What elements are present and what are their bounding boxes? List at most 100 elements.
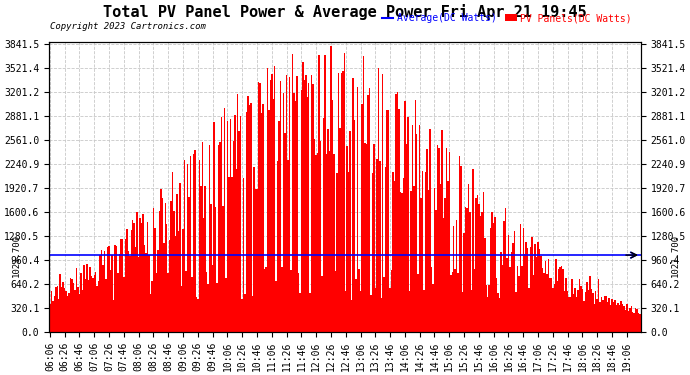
Bar xyxy=(493,223,495,332)
Bar xyxy=(337,73,339,332)
Bar xyxy=(393,172,394,332)
Bar xyxy=(152,208,154,332)
Bar xyxy=(142,214,144,332)
Bar xyxy=(231,177,233,332)
Bar xyxy=(258,82,259,332)
Bar xyxy=(407,117,408,332)
Text: 1021.700: 1021.700 xyxy=(12,234,21,277)
Bar xyxy=(600,302,601,332)
Bar xyxy=(586,282,588,332)
Bar xyxy=(326,154,327,332)
Bar xyxy=(215,207,216,332)
Bar xyxy=(564,291,565,332)
Bar xyxy=(209,146,210,332)
Bar xyxy=(117,273,119,332)
Bar xyxy=(268,110,270,332)
Bar xyxy=(478,204,480,332)
Bar xyxy=(234,116,235,332)
Bar xyxy=(604,296,605,332)
Bar xyxy=(453,226,455,332)
Bar xyxy=(66,291,67,332)
Bar xyxy=(197,299,199,332)
Bar xyxy=(593,304,595,332)
Bar xyxy=(239,130,240,332)
Bar xyxy=(277,161,279,332)
Bar xyxy=(235,169,237,332)
Bar xyxy=(98,281,99,332)
Bar xyxy=(376,159,377,332)
Bar xyxy=(170,201,172,332)
Bar xyxy=(544,261,546,332)
Bar xyxy=(468,184,469,332)
Bar xyxy=(138,257,139,332)
Bar xyxy=(524,254,526,332)
Bar xyxy=(68,293,70,332)
Bar xyxy=(633,312,635,332)
Bar xyxy=(540,256,542,332)
Bar xyxy=(119,254,120,332)
Bar xyxy=(178,231,179,332)
Bar xyxy=(451,272,453,332)
Bar xyxy=(364,143,366,332)
Bar xyxy=(502,266,503,332)
Bar xyxy=(256,189,258,332)
Bar xyxy=(575,297,578,332)
Bar xyxy=(569,297,570,332)
Bar xyxy=(464,234,465,332)
Bar xyxy=(81,290,83,332)
Bar xyxy=(157,251,159,332)
Bar xyxy=(570,297,571,332)
Bar xyxy=(226,122,228,332)
Bar xyxy=(255,189,256,332)
Bar xyxy=(322,276,323,332)
Bar xyxy=(614,300,615,332)
Bar xyxy=(94,275,95,332)
Bar xyxy=(203,218,204,332)
Bar xyxy=(487,297,489,332)
Bar xyxy=(286,75,287,332)
Bar xyxy=(295,101,296,332)
Bar xyxy=(404,101,406,332)
Bar xyxy=(491,212,493,332)
Bar xyxy=(609,298,610,332)
Bar xyxy=(184,160,185,332)
Bar xyxy=(410,191,411,332)
Bar xyxy=(75,290,76,332)
Bar xyxy=(441,130,442,332)
Bar xyxy=(112,300,115,332)
Bar xyxy=(181,286,182,332)
Bar xyxy=(459,156,460,332)
Bar xyxy=(275,282,277,332)
Bar xyxy=(262,104,264,332)
Bar xyxy=(397,92,398,332)
Bar xyxy=(172,172,173,332)
Bar xyxy=(538,242,539,332)
Bar xyxy=(132,220,133,332)
Bar xyxy=(160,189,161,332)
Bar xyxy=(128,251,129,332)
Bar xyxy=(61,287,63,332)
Bar xyxy=(401,193,403,332)
Bar xyxy=(579,279,580,332)
Bar xyxy=(560,267,561,332)
Bar xyxy=(243,178,244,332)
Bar xyxy=(456,220,457,332)
Bar xyxy=(615,304,617,332)
Bar xyxy=(175,236,177,332)
Bar xyxy=(130,230,132,332)
Bar xyxy=(424,290,425,332)
Bar xyxy=(426,149,428,332)
Bar xyxy=(406,144,407,332)
Bar xyxy=(166,224,168,332)
Bar xyxy=(495,217,496,332)
Bar xyxy=(583,302,584,332)
Bar xyxy=(194,150,195,332)
Bar xyxy=(460,166,462,332)
Bar xyxy=(264,269,265,332)
Bar xyxy=(611,299,613,332)
Bar xyxy=(208,284,209,332)
Bar xyxy=(58,300,59,332)
Bar xyxy=(52,301,54,332)
Bar xyxy=(368,88,370,332)
Bar xyxy=(389,288,391,332)
